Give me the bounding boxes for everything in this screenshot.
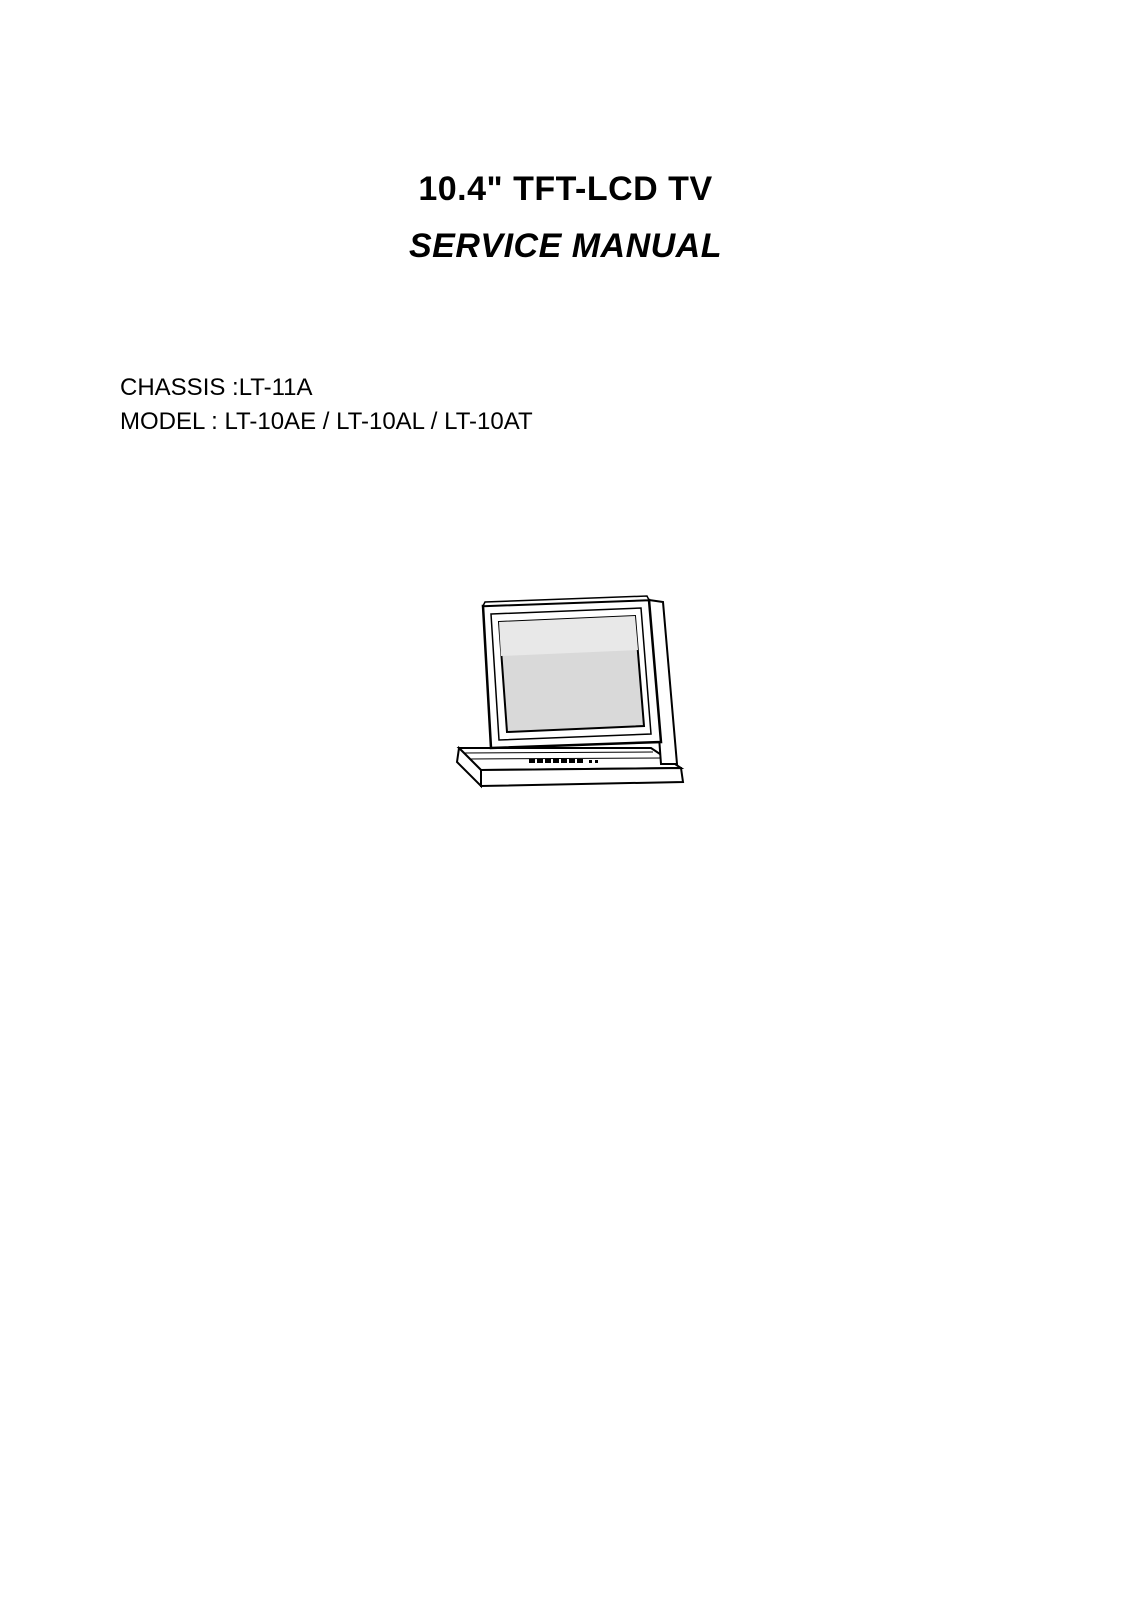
tv-base-side <box>481 768 683 786</box>
product-title: 10.4" TFT-LCD TV <box>0 170 1131 209</box>
tv-illustration <box>441 578 691 808</box>
chassis-value: LT-11A <box>239 374 313 401</box>
chassis-label: CHASSIS : <box>120 374 239 401</box>
model-label: MODEL : <box>120 408 218 435</box>
model-info-block: CHASSIS :LT-11A MODEL : LT-10AE / LT-10A… <box>120 371 1131 438</box>
chassis-line: CHASSIS :LT-11A <box>120 371 1131 405</box>
title-block: 10.4" TFT-LCD TV SERVICE MANUAL <box>0 170 1131 266</box>
model-value: LT-10AE / LT-10AL / LT-10AT <box>218 408 533 435</box>
tv-screen-highlight <box>499 616 638 656</box>
document-type-title: SERVICE MANUAL <box>0 227 1131 266</box>
model-line: MODEL : LT-10AE / LT-10AL / LT-10AT <box>120 405 1131 439</box>
document-page: 10.4" TFT-LCD TV SERVICE MANUAL CHASSIS … <box>0 0 1131 1600</box>
